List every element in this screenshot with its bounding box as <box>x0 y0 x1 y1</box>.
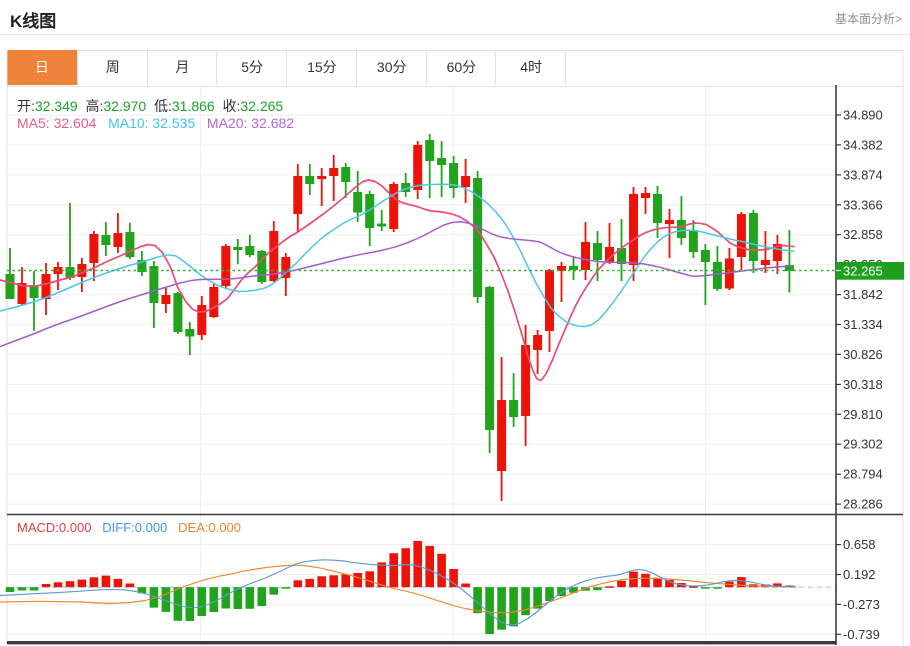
svg-text:32.265: 32.265 <box>843 264 883 279</box>
svg-text:31.842: 31.842 <box>843 287 883 302</box>
svg-text:34.890: 34.890 <box>843 108 883 123</box>
svg-text:29.810: 29.810 <box>843 407 883 422</box>
svg-text:28.794: 28.794 <box>843 467 883 482</box>
svg-text:0.192: 0.192 <box>843 567 876 582</box>
svg-text:30.826: 30.826 <box>843 347 883 362</box>
svg-text:32.858: 32.858 <box>843 227 883 242</box>
svg-text:-0.739: -0.739 <box>843 627 880 642</box>
svg-text:33.874: 33.874 <box>843 167 883 182</box>
svg-text:29.302: 29.302 <box>843 437 883 452</box>
svg-text:-0.273: -0.273 <box>843 597 880 612</box>
svg-text:0.658: 0.658 <box>843 537 876 552</box>
svg-text:33.366: 33.366 <box>843 197 883 212</box>
svg-text:28.286: 28.286 <box>843 497 883 512</box>
svg-text:30.318: 30.318 <box>843 377 883 392</box>
svg-text:34.382: 34.382 <box>843 137 883 152</box>
svg-text:31.334: 31.334 <box>843 317 883 332</box>
